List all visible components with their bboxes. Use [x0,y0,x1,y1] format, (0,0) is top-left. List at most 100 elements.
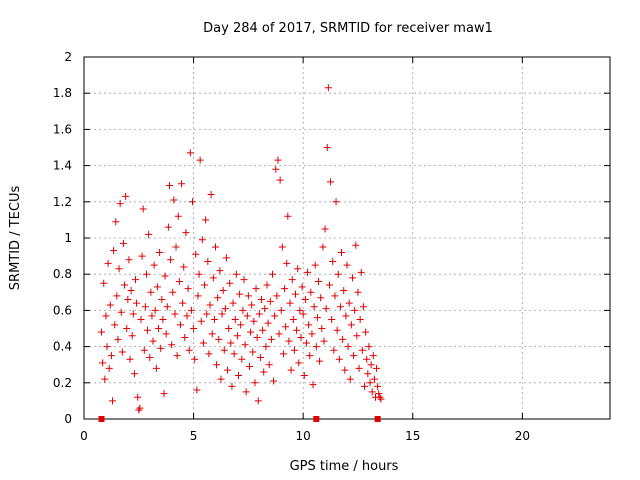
data-point [175,277,183,285]
data-point [215,335,223,343]
data-point [162,330,170,338]
data-point [236,290,244,298]
data-point [199,339,207,347]
data-point [325,281,333,289]
data-point [374,382,382,390]
data-point [243,312,251,320]
data-point [277,306,285,314]
data-point [157,344,165,352]
data-point [125,256,133,264]
data-point [149,337,157,345]
data-point [168,341,176,349]
data-point [242,388,250,396]
data-point [284,212,292,220]
data-point [355,364,363,372]
y-tick-label: 1.6 [53,122,72,136]
data-point [375,390,383,398]
data-point [275,330,283,338]
data-point [347,321,355,329]
data-point [227,339,235,347]
x-tick-label: 5 [190,429,198,443]
data-point [341,366,349,374]
data-point [256,353,264,361]
data-point [132,276,140,284]
data-point [350,352,358,360]
data-point [108,397,116,405]
data-point [139,205,147,213]
data-point [287,366,295,374]
data-point [255,310,263,318]
data-point [225,325,233,332]
data-point [290,346,298,354]
data-point [160,390,168,398]
data-point [306,352,314,360]
x-tick-label: 20 [515,429,530,443]
x-tick-label: 15 [405,429,420,443]
data-point [118,348,126,356]
data-point [124,296,132,304]
zero-marker [313,416,320,422]
data-point [220,346,228,354]
data-point [229,299,237,307]
data-point [194,292,202,300]
data-point [304,268,312,276]
data-point [190,325,198,332]
data-point [228,382,236,390]
data-point [209,274,217,282]
data-point [123,325,131,332]
data-point [248,301,256,309]
data-point [218,310,226,318]
data-point [300,372,308,380]
data-point [279,350,287,358]
data-point [103,343,111,351]
data-point [219,286,227,294]
data-point [264,319,272,327]
data-point [291,290,299,298]
plot-frame [83,56,611,420]
y-tick-label: 0.2 [53,376,72,390]
y-tick-label: 1.4 [53,159,72,173]
data-point [266,297,274,305]
data-point [147,288,155,296]
data-point [222,254,230,262]
data-point [367,361,375,369]
data-point [352,241,360,249]
data-point [283,259,291,267]
data-point [141,303,149,311]
data-point [310,303,318,311]
data-point [137,315,145,323]
x-tick-labels: 0 5 10 15 20 [80,429,530,443]
data-point [186,149,194,157]
data-point [366,379,374,387]
data-point [346,375,354,383]
data-point [180,263,188,271]
data-point [201,281,209,289]
data-point [249,348,257,356]
data-point [167,256,175,264]
data-point [251,379,259,387]
data-point [198,236,206,244]
data-point [368,388,376,396]
data-point [273,292,281,300]
data-point [119,239,127,247]
data-point [296,306,304,314]
data-point [282,323,290,331]
data-point [161,272,169,280]
data-point [127,286,135,294]
data-point [321,225,329,233]
data-point [170,196,178,204]
data-point [338,248,346,256]
data-point [312,343,320,351]
data-point [106,301,114,309]
data-point [224,366,232,374]
data-point [316,357,324,365]
data-point [169,288,177,296]
data-point [370,375,378,383]
y-tick-label: 0 [64,412,72,426]
data-point [362,328,370,336]
data-point [183,312,191,320]
data-point [272,165,280,173]
data-point [129,310,137,318]
data-point [288,276,296,284]
data-point [165,182,173,190]
